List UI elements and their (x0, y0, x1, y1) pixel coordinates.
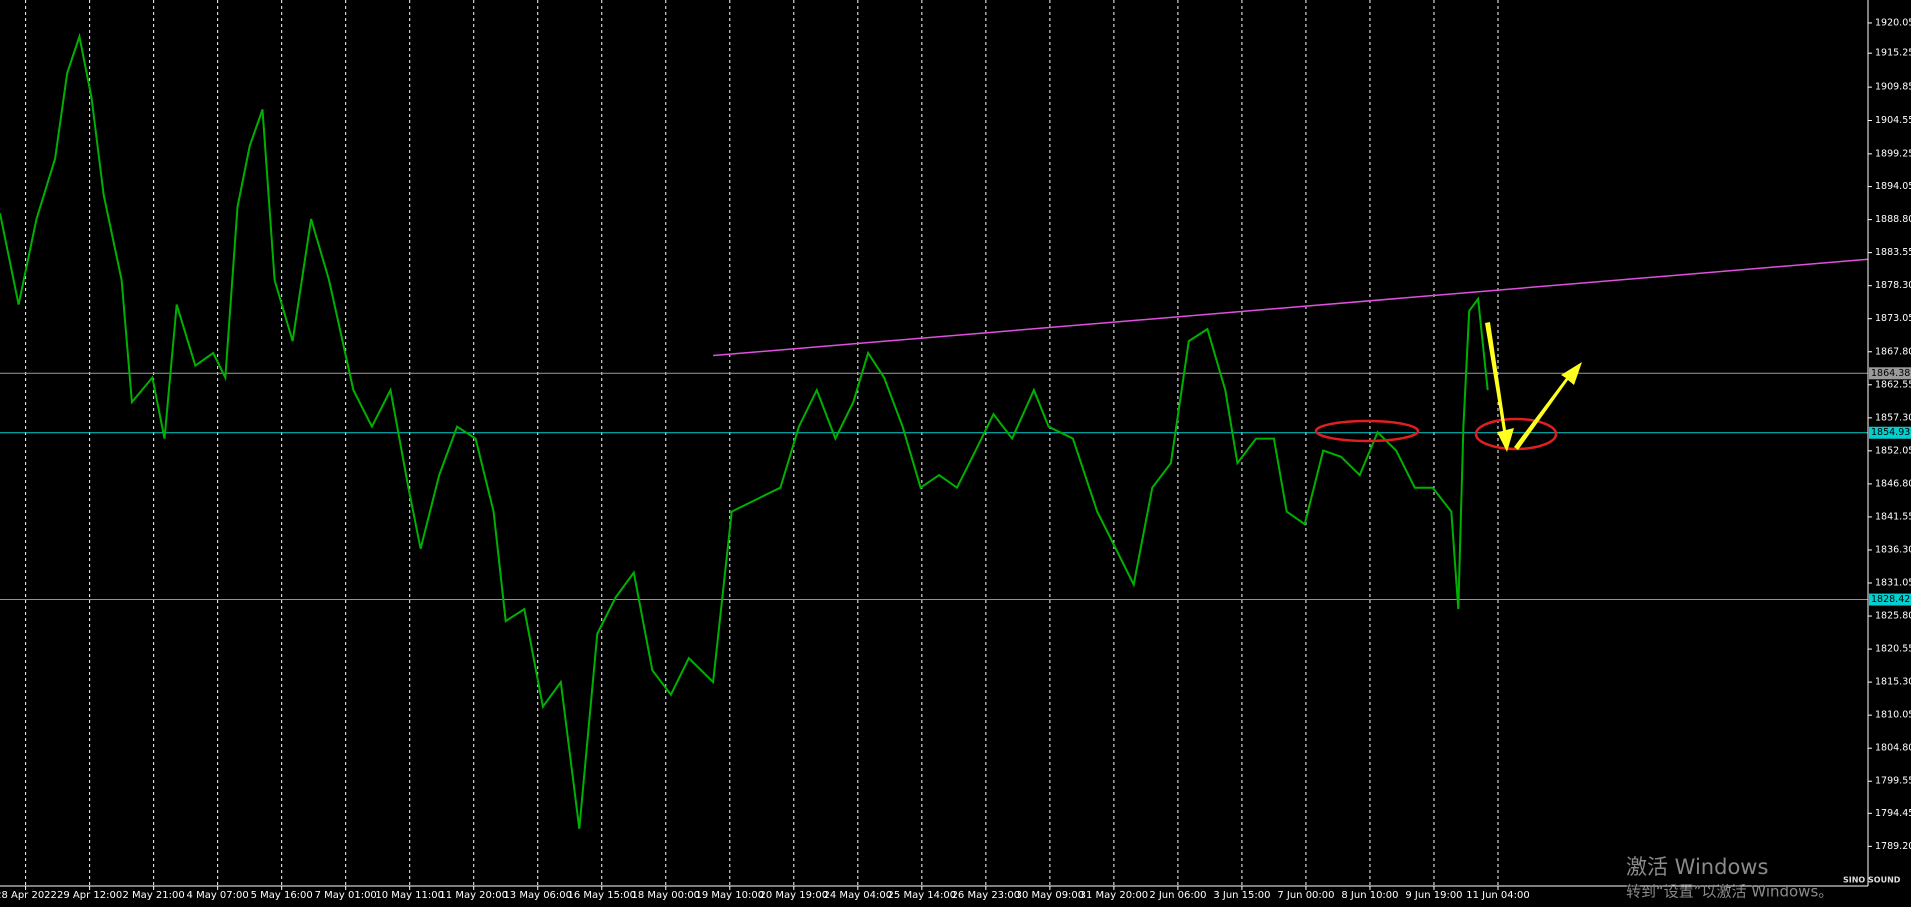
x-tick-label: 24 May 04:00 (824, 890, 893, 901)
x-tick-label: 2 May 21:00 (123, 890, 185, 901)
y-tick-label: 1794.45 (1875, 808, 1911, 819)
y-tick-label: 1894.05 (1875, 181, 1911, 192)
y-tick-label: 1862.55 (1875, 379, 1911, 390)
x-tick-label: 3 Jun 15:00 (1213, 890, 1270, 901)
x-tick-label: 2 Jun 06:00 (1149, 890, 1206, 901)
y-tick-label: 1841.55 (1875, 511, 1911, 522)
x-tick-label: 7 Jun 00:00 (1277, 890, 1334, 901)
x-tick-label: 10 May 11:00 (375, 890, 444, 901)
y-tick-label: 1915.25 (1875, 48, 1911, 59)
y-tick-label: 1857.30 (1875, 412, 1911, 423)
logo-text: SINO SOUND (1843, 876, 1901, 885)
y-tick-label: 1867.80 (1875, 346, 1911, 357)
x-tick-label: 9 Jun 19:00 (1405, 890, 1462, 901)
level-label: 1854.93 (1871, 427, 1910, 438)
grid-layer (25, 0, 1499, 886)
y-tick-label: 1810.05 (1875, 710, 1911, 721)
y-tick-label: 1920.05 (1875, 17, 1911, 28)
arrow-down (1485, 322, 1514, 452)
price-line (0, 32, 1489, 829)
y-tick-label: 1909.85 (1875, 82, 1911, 93)
highlight-ellipse (1474, 417, 1558, 451)
y-tick-label: 1789.20 (1875, 841, 1911, 852)
y-tick-label: 1904.55 (1875, 115, 1911, 126)
x-tick-label: 25 May 14:00 (888, 890, 957, 901)
x-tick-label: 31 May 20:00 (1080, 890, 1149, 901)
level-label: 1828.42 (1871, 594, 1910, 605)
x-tick-label: 13 May 06:00 (503, 890, 572, 901)
y-tick-label: 1883.55 (1875, 247, 1911, 258)
x-tick-label: 20 May 19:00 (760, 890, 829, 901)
annotations (1314, 322, 1582, 452)
watermark-title: 激活 Windows (1626, 855, 1768, 879)
y-tick-label: 1878.30 (1875, 280, 1911, 291)
y-tick-label: 1873.05 (1875, 313, 1911, 324)
y-tick-label: 1799.55 (1875, 776, 1911, 787)
x-tick-label: 18 May 00:00 (631, 890, 700, 901)
level-label: 1864.38 (1871, 368, 1910, 379)
y-tick-label: 1825.80 (1875, 611, 1911, 622)
y-tick-label: 1888.80 (1875, 214, 1911, 225)
y-tick-label: 1852.05 (1875, 445, 1911, 456)
level-label-box (1869, 593, 1911, 606)
x-tick-label: 28 Apr 2022 (0, 890, 57, 901)
level-label-box (1869, 426, 1911, 439)
y-tick-label: 1846.80 (1875, 478, 1911, 489)
y-tick-label: 1899.25 (1875, 148, 1911, 159)
trendline (713, 258, 1869, 357)
watermark-subtitle: 转到“设置”以激活 Windows。 (1626, 883, 1833, 901)
x-tick-label: 11 Jun 04:00 (1466, 890, 1530, 901)
x-tick-label: 11 May 20:00 (439, 890, 508, 901)
x-tick-label: 30 May 09:00 (1016, 890, 1085, 901)
x-tick-label: 29 Apr 12:00 (57, 890, 122, 901)
arrow-up (1514, 362, 1582, 450)
level-label-box (1869, 367, 1911, 380)
x-tick-label: 16 May 15:00 (567, 890, 636, 901)
x-tick-label: 7 May 01:00 (315, 890, 377, 901)
x-tick-label: 4 May 07:00 (187, 890, 249, 901)
x-tick-label: 26 May 23:00 (952, 890, 1021, 901)
y-tick-label: 1815.30 (1875, 677, 1911, 688)
x-tick-label: 19 May 10:00 (695, 890, 764, 901)
highlight-ellipse (1314, 419, 1420, 443)
y-tick-label: 1804.80 (1875, 743, 1911, 754)
x-tick-label: 5 May 16:00 (251, 890, 313, 901)
y-tick-label: 1831.05 (1875, 578, 1911, 589)
y-tick-label: 1820.55 (1875, 644, 1911, 655)
y-tick-label: 1836.30 (1875, 544, 1911, 555)
x-tick-label: 8 Jun 10:00 (1341, 890, 1398, 901)
